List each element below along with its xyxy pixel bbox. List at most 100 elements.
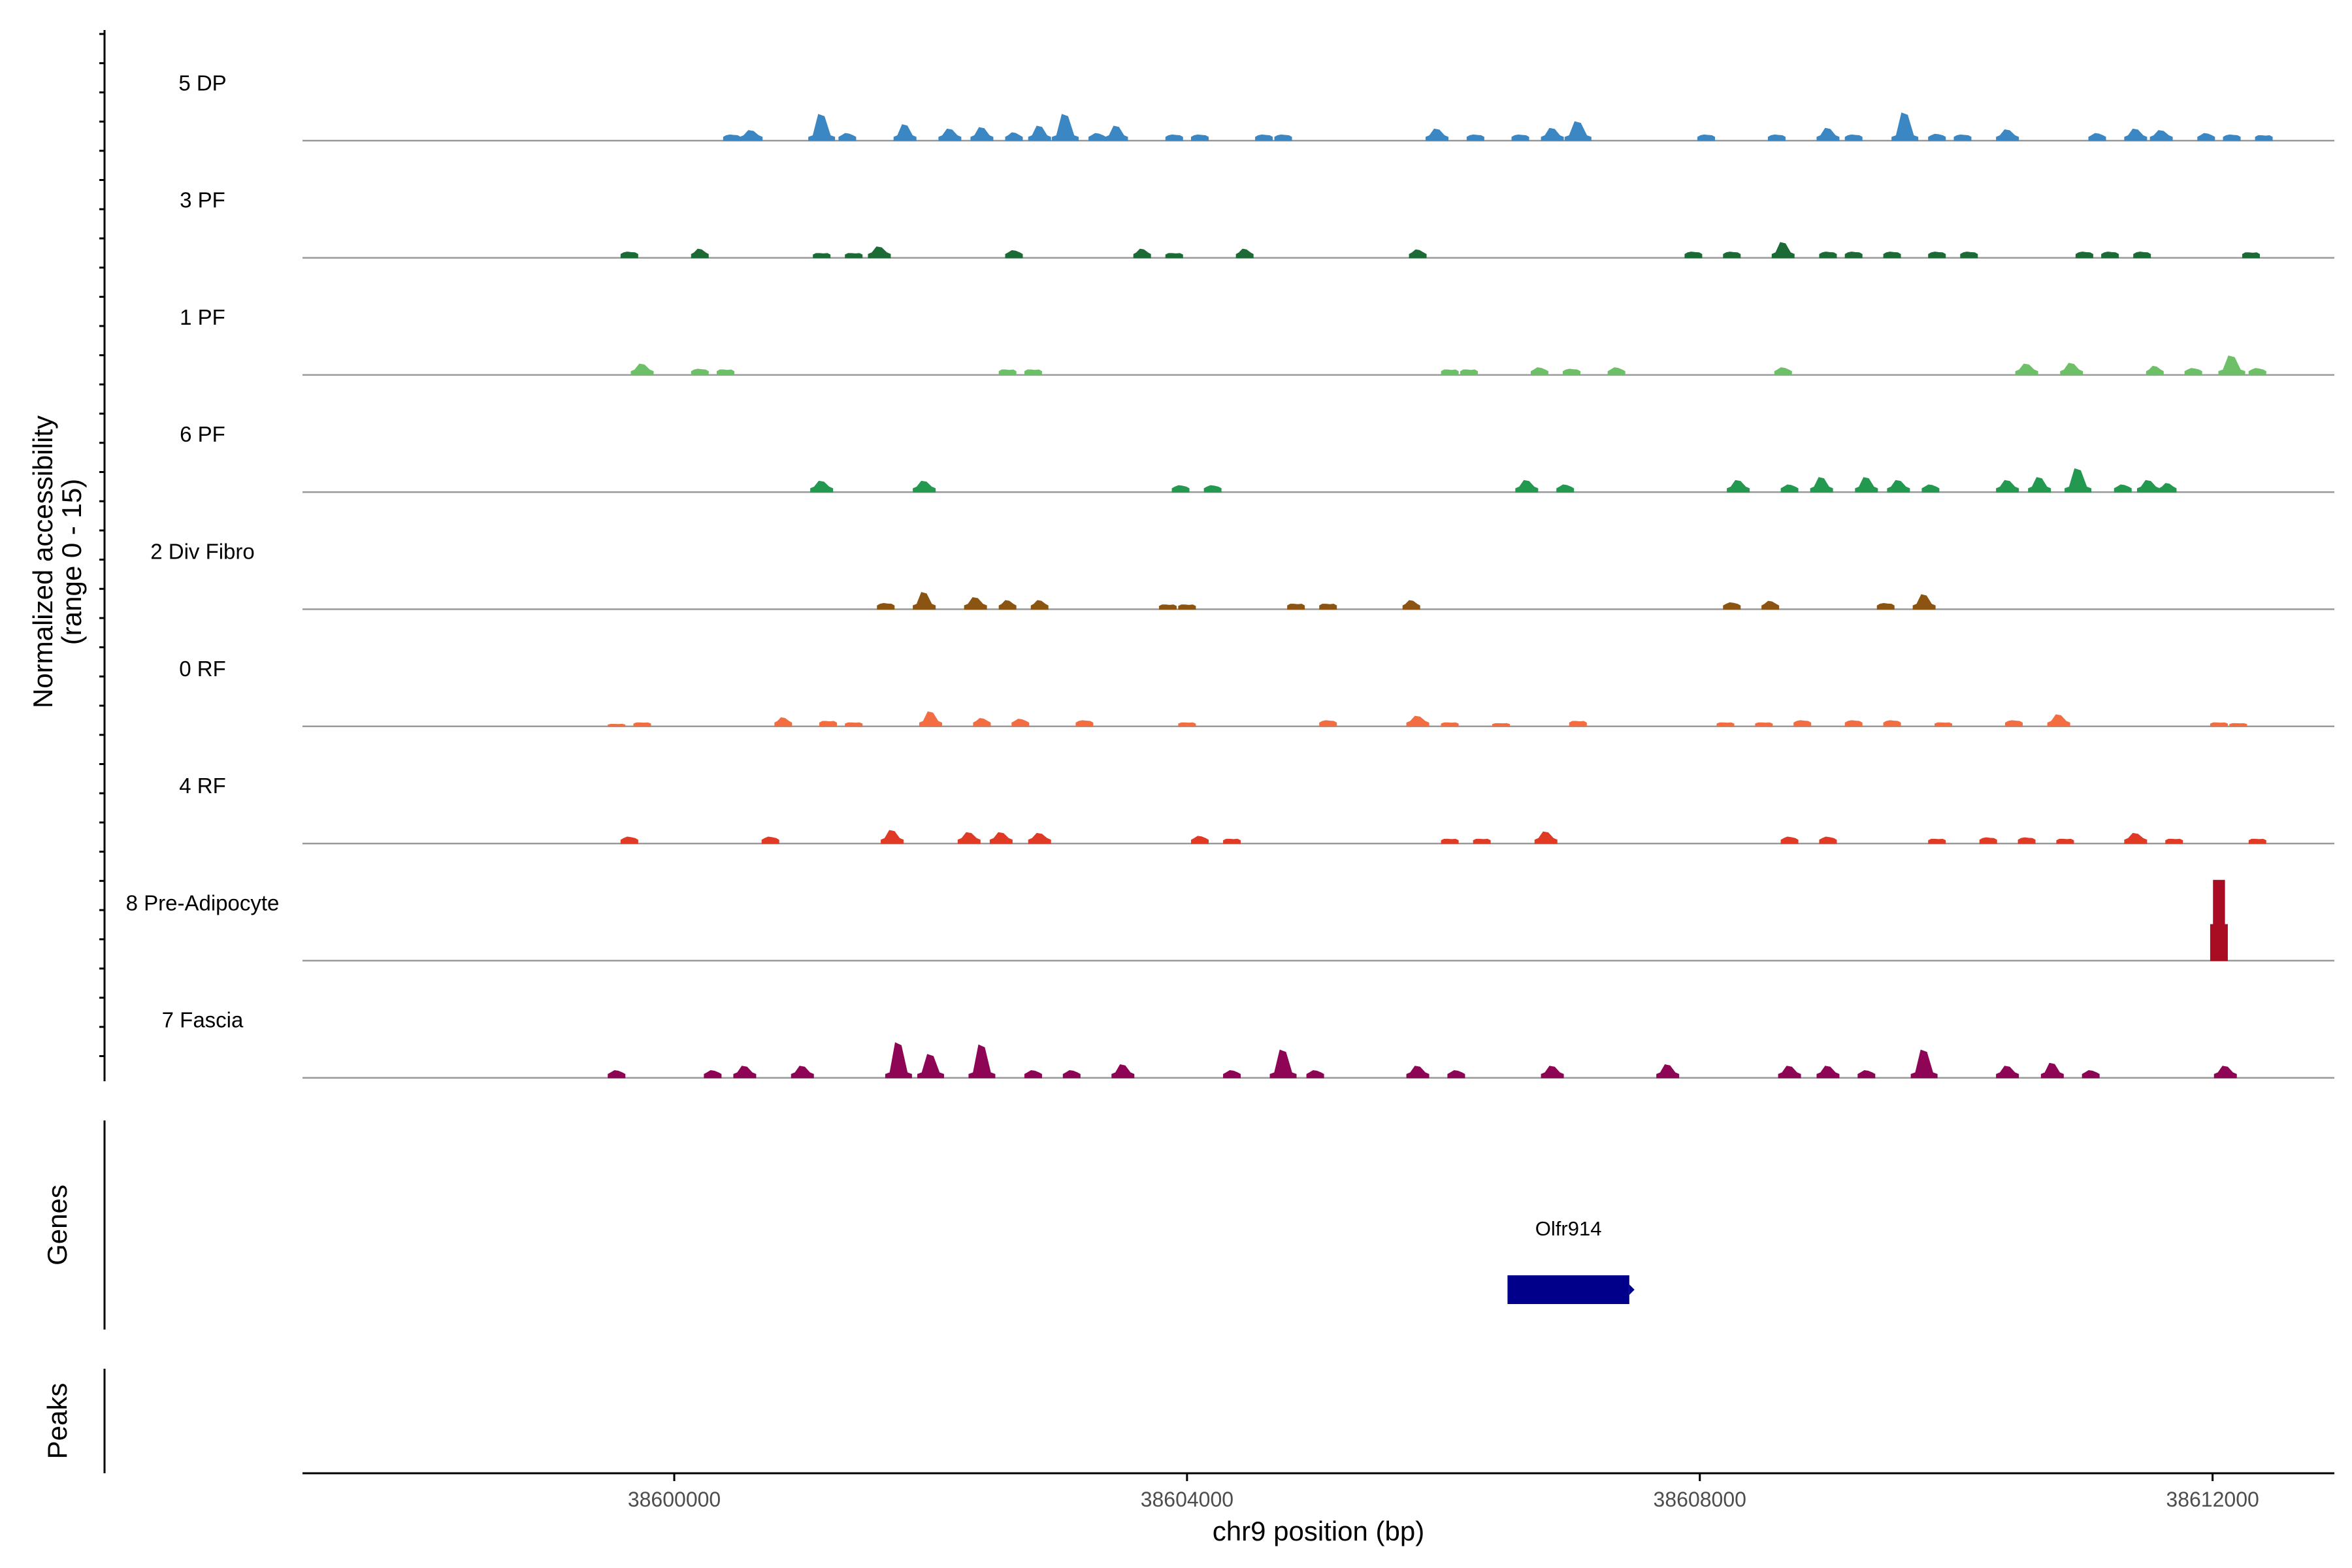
coverage-peak-6-pf-6 (1727, 480, 1750, 493)
coverage-peak-5-dp-25 (1891, 112, 1919, 141)
coverage-peak-5-dp-2 (808, 114, 836, 141)
coverage-peak-5-dp-22 (1767, 134, 1786, 141)
x-tick-label: 38604000 (1141, 1488, 1233, 1511)
coverage-peak-5-dp-27 (1953, 134, 1972, 141)
coverage-peak-7-fascia-3 (791, 1066, 814, 1079)
coverage-peak-5-dp-8 (1028, 125, 1051, 141)
coverage-peak-0-rf-11 (1406, 715, 1429, 727)
coverage-peak-0-rf-10 (1319, 720, 1337, 727)
coverage-peak-2-div-fibro-3 (998, 600, 1017, 610)
track-label-4-rf: 4 RF (179, 774, 226, 798)
track-0-rf: 0 RF (179, 657, 2334, 728)
coverage-peak-1-pf-8 (1563, 368, 1581, 376)
track-5-dp: 5 DP (178, 71, 2334, 142)
coverage-peak-5-dp-6 (970, 127, 994, 141)
x-tick-label: 38608000 (1654, 1488, 1746, 1511)
coverage-peak-7-fascia-21 (1996, 1066, 2019, 1079)
coverage-peak-7-fascia-16 (1656, 1064, 1680, 1079)
coverage-peak-3-pf-8 (1235, 248, 1254, 259)
coverage-peak-5-dp-12 (1165, 134, 1183, 141)
coverage-peak-6-pf-4 (1515, 480, 1539, 493)
coverage-peak-3-pf-10 (1684, 252, 1703, 259)
coverage-peak-3-pf-20 (2133, 252, 2151, 259)
coverage-peak-5-dp-14 (1255, 134, 1273, 141)
coverage-peak-0-rf-0 (608, 723, 626, 727)
coverage-peak-0-rf-17 (1793, 720, 1812, 727)
coverage-peak-2-div-fibro-13 (1912, 594, 1936, 610)
coverage-peak-7-fascia-14 (1447, 1070, 1465, 1079)
coverage-peak-3-pf-17 (1960, 252, 1978, 259)
coverage-peak-2-div-fibro-4 (1030, 600, 1049, 610)
coverage-peak-2-div-fibro-6 (1178, 604, 1196, 610)
coverage-peak-5-dp-13 (1191, 134, 1209, 141)
track-8-pre-adipocyte: 8 Pre-Adipocyte (126, 879, 2334, 962)
x-tick-label: 38612000 (2166, 1488, 2259, 1511)
coverage-peak-6-pf-3 (1203, 485, 1222, 493)
coverage-peak-3-pf-3 (845, 253, 863, 259)
coverage-peak-5-dp-16 (1426, 128, 1448, 141)
coverage-peak-1-pf-4 (1024, 369, 1042, 376)
track-1-pf: 1 PF (180, 305, 2334, 376)
coverage-peak-6-pf-15 (2114, 484, 2132, 493)
coverage-peak-0-rf-4 (845, 722, 863, 727)
track-label-3-pf: 3 PF (180, 188, 225, 212)
coverage-peak-5-dp-18 (1511, 134, 1529, 141)
coverage-peak-6-pf-17 (2159, 483, 2177, 493)
y-axis-title-line-2: (range 0 - 15) (56, 479, 87, 645)
coverage-peak-1-pf-12 (2060, 363, 2083, 376)
coverage-peak-4-rf-2 (881, 830, 904, 844)
coverage-peak-2-div-fibro-12 (1876, 603, 1895, 610)
coverage-peak-4-rf-17 (2124, 832, 2148, 844)
track-label-2-div-fibro: 2 Div Fibro (150, 540, 255, 564)
coverage-peak-5-dp-30 (2124, 128, 2148, 141)
coverage-peak-4-rf-7 (1223, 838, 1241, 844)
coverage-peak-7-fascia-2 (733, 1066, 757, 1079)
track-2-div-fibro: 2 Div Fibro (150, 540, 2334, 610)
coverage-peak-1-pf-2 (717, 369, 735, 376)
coverage-peak-6-pf-7 (1780, 484, 1799, 493)
coverage-peak-7-fascia-5 (917, 1054, 944, 1079)
coverage-peak-5-dp-10 (1088, 133, 1107, 141)
coverage-peak-4-rf-4 (989, 832, 1013, 844)
coverage-peak-5-dp-26 (1928, 133, 1946, 141)
coverage-peak-0-rf-22 (2047, 714, 2070, 727)
coverage-peak-4-rf-10 (1534, 831, 1558, 844)
track-label-1-pf: 1 PF (180, 305, 225, 329)
coverage-peak-5-dp-1 (740, 130, 763, 141)
coverage-peak-7-fascia-11 (1269, 1049, 1297, 1079)
x-tick-label: 38600000 (628, 1488, 721, 1511)
coverage-peak-2-div-fibro-0 (877, 603, 895, 610)
coverage-peak-6-pf-11 (1921, 484, 1940, 493)
x-axis-ticks: 38600000 38604000 38608000 38612000 (628, 1473, 2259, 1511)
coverage-peak-0-rf-9 (1178, 722, 1196, 727)
coverage-peak-2-div-fibro-8 (1319, 604, 1337, 610)
coverage-peak-5-dp-7 (1005, 132, 1023, 141)
coverage-peak-2-div-fibro-10 (1723, 602, 1741, 610)
coverage-peak-4-rf-9 (1473, 838, 1491, 844)
coverage-peak-5-dp-28 (1996, 129, 2019, 141)
coverage-peak-6-pf-16 (2136, 480, 2160, 493)
coverage-peak-3-pf-9 (1409, 249, 1427, 259)
coverage-peak-0-rf-2 (774, 717, 792, 727)
coverage-peak-7-fascia-9 (1111, 1064, 1135, 1079)
coverage-peak-2-div-fibro-1 (913, 592, 936, 610)
coverage-peak-4-rf-12 (1819, 836, 1837, 844)
coverage-peak-7-fascia-6 (968, 1044, 996, 1079)
coverage-peak-4-rf-16 (2056, 838, 2074, 844)
coverage-peak-0-rf-18 (1844, 720, 1863, 727)
y-axis-title-line-1: Normalized accessibility (27, 416, 58, 708)
track-label-8-pre-adipocyte: 8 Pre-Adipocyte (126, 890, 280, 915)
coverage-peak-0-rf-8 (1075, 720, 1094, 727)
x-axis-title: chr9 position (bp) (1213, 1516, 1425, 1546)
track-label-5-dp: 5 DP (178, 71, 226, 95)
coverage-peak-5-dp-4 (893, 124, 917, 141)
coverage-peak-5-dp-9 (1051, 114, 1079, 141)
coverage-peak-3-pf-21 (2242, 252, 2260, 259)
coverage-peak-3-pf-19 (2101, 252, 2119, 259)
coverage-peak-4-rf-11 (1780, 836, 1799, 844)
coverage-peak-7-fascia-17 (1778, 1066, 1801, 1079)
coverage-peak-5-dp-32 (2197, 133, 2215, 141)
coverage-peak-4-rf-14 (1979, 837, 1997, 844)
coverage-peak-7-fascia-19 (1857, 1070, 1876, 1079)
coverage-peak-3-pf-1 (691, 248, 709, 259)
